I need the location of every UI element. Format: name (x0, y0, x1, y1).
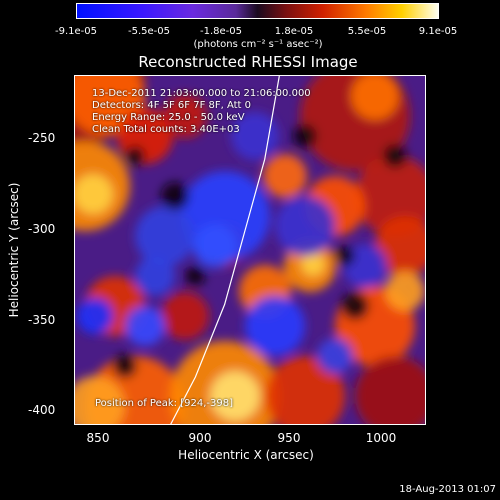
heatmap-blob (135, 206, 195, 266)
heatmap-blob (163, 94, 207, 138)
heatmap-blob (383, 144, 407, 168)
heatmap-blob (193, 224, 237, 268)
colorbar-tick: 5.5e-05 (347, 26, 387, 37)
heatmap-blob (375, 216, 425, 276)
heatmap-blob (125, 306, 165, 346)
timestamp: 18-Aug-2013 01:07 (399, 484, 496, 495)
colorbar-tick: -1.8e-05 (200, 26, 242, 37)
heatmap-blob (265, 356, 345, 424)
heatmap-blob (135, 256, 175, 296)
heatmap-blob (77, 298, 113, 334)
heatmap-blob (341, 292, 369, 320)
x-tick-label: 850 (86, 431, 110, 445)
colorbar (76, 3, 439, 19)
heatmap-blob (75, 174, 113, 214)
heatmap-blob (275, 196, 335, 256)
chart-title: Reconstructed RHESSI Image (138, 53, 358, 71)
x-axis-label: Heliocentric X (arcsec) (178, 448, 314, 462)
heatmap-blob (385, 271, 425, 311)
heatmap-blob (293, 124, 317, 148)
colorbar-tick: 9.1e-05 (418, 26, 458, 37)
heatmap-blob (113, 354, 137, 378)
x-tick-label: 1000 (365, 431, 397, 445)
heatmap-blob (125, 146, 145, 166)
info-peak-position: Position of Peak: [924,-398] (95, 398, 233, 409)
heatmap-blob (210, 371, 260, 421)
info-energy-range: Energy Range: 25.0 - 50.0 keV (92, 112, 245, 123)
heatmap-blob (245, 296, 305, 356)
heatmap-blob (355, 156, 425, 236)
y-axis-label: Heliocentric Y (arcsec) (7, 182, 21, 318)
heatmap-blob (301, 252, 325, 276)
heatmap-image (75, 76, 425, 424)
colorbar-tick: -5.5e-05 (128, 26, 170, 37)
heatmap-blob (75, 376, 125, 424)
heatmap-blob (185, 266, 205, 286)
heatmap-blob (335, 246, 355, 266)
x-tick-label: 900 (188, 431, 212, 445)
heatmap-blob (263, 154, 307, 198)
colorbar-tick: -9.1e-05 (55, 26, 97, 37)
heatmap-blob (351, 76, 399, 120)
colorbar-units: (photons cm⁻² s⁻¹ asec⁻²) (193, 39, 323, 50)
y-tick-label: -300 (28, 222, 56, 236)
info-counts: Clean Total counts: 3.40E+03 (92, 124, 240, 135)
x-tick-label: 950 (277, 431, 301, 445)
heatmap-blob (161, 182, 189, 210)
solar-limb-curve (170, 76, 280, 424)
heatmap-blob (161, 292, 209, 340)
info-time-range: 13-Dec-2011 21:03:00.000 to 21:06:00.000 (92, 88, 311, 99)
heatmap-blob (317, 338, 353, 374)
y-tick-label: -350 (28, 313, 56, 327)
y-tick-label: -400 (28, 403, 56, 417)
image-plot-area (74, 75, 426, 425)
heatmap-blob (355, 356, 425, 424)
y-tick-label: -250 (28, 131, 56, 145)
info-detectors: Detectors: 4F 5F 6F 7F 8F, Att 0 (92, 100, 252, 111)
colorbar-tick: 1.8e-05 (274, 26, 314, 37)
